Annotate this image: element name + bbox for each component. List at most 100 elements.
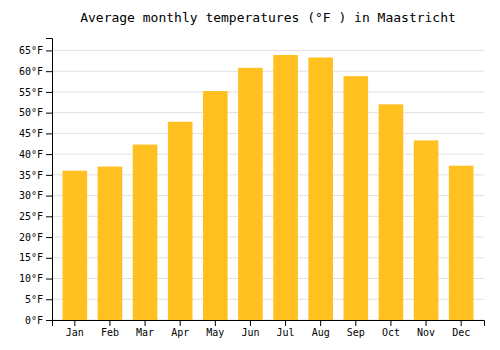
y-tick-label: 30°F (19, 190, 43, 201)
y-tick: 10°F (19, 273, 52, 284)
bar (308, 57, 333, 320)
x-axis: Jan Feb Mar Apr May Jun Jul Aug Sep Oct Nov Dec (53, 320, 485, 338)
y-tick: 60°F (19, 66, 52, 77)
y-tick-label: 40°F (19, 149, 43, 160)
y-tick-mark (46, 113, 52, 114)
y-axis-line (46, 39, 53, 321)
x-tick-label: Jul (277, 327, 295, 338)
bar (344, 76, 369, 320)
x-tick: Sep (347, 320, 365, 338)
x-tick: Apr (171, 320, 189, 338)
bar (133, 145, 158, 320)
x-tick-mark (355, 320, 356, 326)
y-tick-label: 10°F (19, 273, 43, 284)
x-tick-mark (145, 320, 146, 326)
x-tick-label: Jun (241, 327, 259, 338)
x-tick-mark (461, 320, 462, 326)
x-tick-mark (180, 320, 181, 326)
title: Average monthly temperatures (°F ) in Ma… (80, 10, 456, 25)
x-tick: Aug (312, 320, 330, 338)
x-tick: Nov (417, 320, 435, 338)
y-tick-mark (46, 50, 52, 51)
grid-line (52, 112, 484, 113)
x-tick: Jan (66, 320, 84, 338)
x-tick-mark (285, 320, 286, 326)
bar (203, 91, 228, 320)
y-tick: 20°F (19, 232, 52, 243)
x-tick: Feb (101, 320, 119, 338)
x-tick-label: Oct (382, 327, 400, 338)
y-tick-mark (46, 71, 52, 72)
x-tick-label: Feb (101, 327, 119, 338)
y-tick-label: 50°F (19, 107, 43, 118)
x-tick-mark (74, 320, 75, 326)
bar (379, 104, 404, 320)
y-tick-mark (46, 196, 52, 197)
y-tick-mark (46, 154, 52, 155)
x-tick: Dec (452, 320, 470, 338)
y-tick-mark (46, 237, 52, 238)
grid-line (52, 71, 484, 72)
grid-line (52, 91, 484, 92)
y-tick: 40°F (19, 149, 52, 160)
chart: 0°F 5°F 10°F 15°F 20°F 25°F 30°F 35°F 40°F 45°F 50… (0, 0, 500, 350)
y-tick-mark (46, 133, 52, 134)
y-tick-label: 60°F (19, 66, 43, 77)
y-tick-label: 0°F (25, 315, 43, 326)
grid-line (52, 133, 484, 134)
plot: 0°F 5°F 10°F 15°F 20°F 25°F 30°F 35°F 40°F 45°F 50… (19, 39, 485, 339)
x-tick-mark (215, 320, 216, 326)
y-tick-mark (46, 92, 52, 93)
y-tick-label: 45°F (19, 128, 43, 139)
grid (52, 50, 484, 320)
x-tick-label: Nov (417, 327, 435, 338)
x-tick: May (206, 320, 224, 338)
grid-line (52, 50, 484, 51)
y-tick-mark (46, 320, 52, 321)
bar (238, 68, 263, 320)
y-tick-label: 25°F (19, 211, 43, 222)
x-tick-label: Mar (136, 327, 154, 338)
y-tick: 50°F (19, 107, 52, 118)
x-tick-label: Jan (66, 327, 84, 338)
y-tick: 55°F (19, 87, 52, 98)
y-tick-mark (46, 258, 52, 259)
bars (63, 55, 474, 320)
y-tick-label: 55°F (19, 87, 43, 98)
x-tick-label: May (206, 327, 224, 338)
y-tick-label: 15°F (19, 252, 43, 263)
x-tick: Jun (241, 320, 259, 338)
y-tick: 45°F (19, 128, 52, 139)
y-tick-mark (46, 299, 52, 300)
y-tick-mark (46, 175, 52, 176)
x-axis-line (53, 321, 485, 327)
y-tick: 35°F (19, 170, 52, 181)
y-tick-label: 20°F (19, 232, 43, 243)
bar (414, 140, 439, 320)
y-tick: 0°F (25, 315, 52, 326)
x-tick-label: Apr (171, 327, 189, 338)
x-tick: Oct (382, 320, 400, 338)
y-tick-mark (46, 216, 52, 217)
y-tick: 25°F (19, 211, 52, 222)
y-tick: 5°F (25, 294, 52, 305)
y-tick: 15°F (19, 252, 52, 263)
x-tick-mark (390, 320, 391, 326)
bar (98, 167, 123, 320)
y-tick-label: 65°F (19, 45, 43, 56)
y-tick: 30°F (19, 190, 52, 201)
y-tick-label: 5°F (25, 294, 43, 305)
x-tick-mark (426, 320, 427, 326)
y-axis: 0°F 5°F 10°F 15°F 20°F 25°F 30°F 35°F 40°F 45°F 50… (19, 39, 53, 326)
x-tick-label: Aug (312, 327, 330, 338)
bar (273, 55, 298, 320)
x-tick-label: Dec (452, 327, 470, 338)
x-tick-mark (250, 320, 251, 326)
y-tick-mark (46, 279, 52, 280)
bar (168, 122, 193, 320)
bar (63, 171, 88, 320)
x-tick: Jul (277, 320, 295, 338)
x-tick-label: Sep (347, 327, 365, 338)
bar (449, 166, 474, 320)
x-tick-mark (109, 320, 110, 326)
